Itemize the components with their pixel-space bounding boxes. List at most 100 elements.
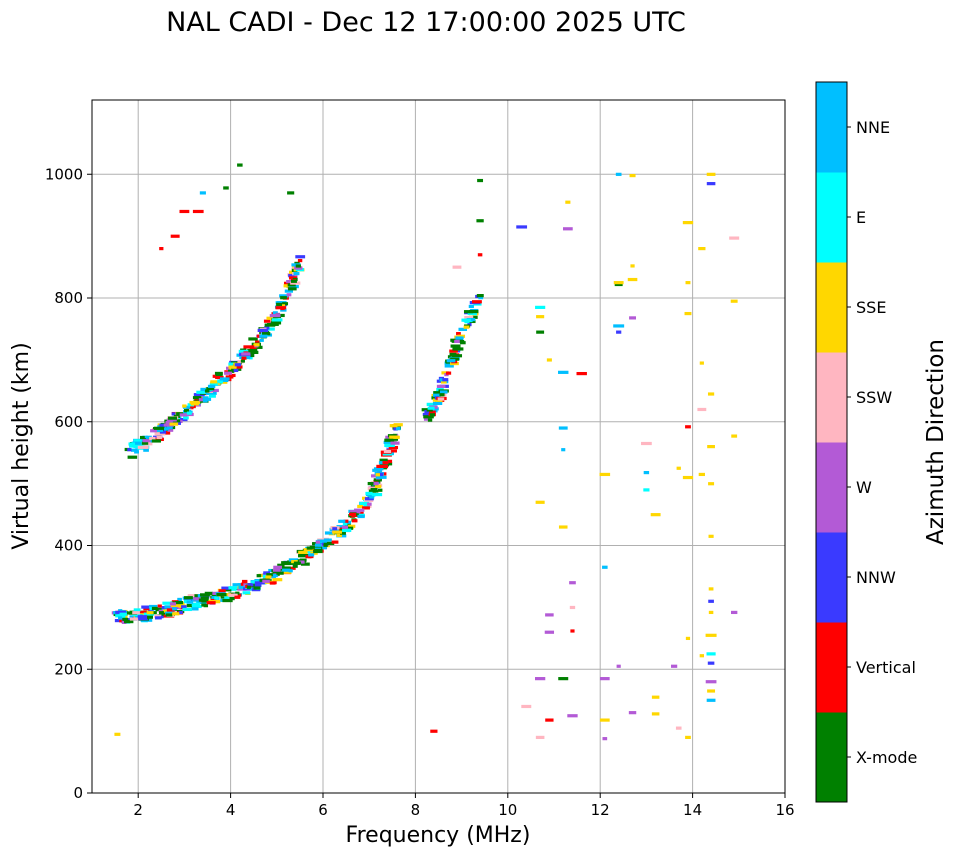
echo-point xyxy=(247,350,259,355)
echo-point xyxy=(262,572,270,577)
echo-point xyxy=(707,445,715,449)
echo-point xyxy=(258,573,265,577)
echo-point xyxy=(154,432,166,436)
echo-point xyxy=(386,449,397,453)
echo-point xyxy=(536,315,545,319)
echo-point xyxy=(393,423,403,427)
echo-point xyxy=(685,281,691,285)
echo-point xyxy=(264,326,270,330)
echo-point xyxy=(167,416,178,420)
echo-point xyxy=(177,597,182,602)
echo-point xyxy=(290,281,301,285)
echo-point xyxy=(166,425,173,430)
echo-point xyxy=(429,410,436,414)
echo-point xyxy=(242,591,251,595)
y-tick-label: 1000 xyxy=(45,165,83,183)
echo-point xyxy=(172,612,180,616)
echo-point xyxy=(310,551,318,555)
echo-point xyxy=(432,393,441,397)
echo-point xyxy=(238,585,246,589)
echo-point xyxy=(388,445,399,450)
echo-point xyxy=(207,388,219,393)
echo-point xyxy=(338,519,346,523)
echo-point xyxy=(183,409,189,413)
echo-point xyxy=(569,581,576,585)
echo-point xyxy=(145,435,152,439)
y-tick-label: 0 xyxy=(73,784,83,802)
echo-point xyxy=(706,182,716,186)
echo-point xyxy=(253,343,260,347)
echo-point xyxy=(385,462,393,466)
echo-point xyxy=(449,352,457,356)
echo-point xyxy=(298,550,308,554)
echo-point xyxy=(455,336,464,340)
echo-point xyxy=(342,528,352,533)
echo-point xyxy=(309,545,319,549)
echo-point xyxy=(165,611,175,615)
echo-point xyxy=(466,317,476,322)
echo-point xyxy=(134,450,139,454)
echo-point xyxy=(114,618,123,623)
echo-point xyxy=(432,407,439,411)
echo-point xyxy=(343,519,349,523)
echo-point xyxy=(299,558,307,562)
echo-point xyxy=(237,587,247,591)
echo-point xyxy=(155,608,162,612)
echo-point xyxy=(286,279,292,284)
echo-point xyxy=(158,607,166,611)
echo-point xyxy=(376,464,388,469)
echo-point xyxy=(344,526,354,530)
echo-point xyxy=(237,360,244,364)
echo-point xyxy=(190,404,196,409)
echo-point xyxy=(708,482,715,486)
y-axis-ticks: 0 200 400 600 800 1000 xyxy=(45,165,92,802)
echo-point xyxy=(136,610,147,614)
echo-point xyxy=(708,587,714,591)
echo-point xyxy=(182,404,187,408)
echo-point xyxy=(255,340,260,344)
echo-point xyxy=(118,616,123,620)
echo-point xyxy=(432,401,443,406)
echo-point xyxy=(362,496,367,500)
echo-point xyxy=(430,729,438,733)
echo-point xyxy=(286,293,292,297)
x-tick-label: 16 xyxy=(775,801,794,819)
echo-point xyxy=(562,227,573,231)
echo-point xyxy=(240,582,245,586)
echo-point xyxy=(182,405,192,409)
echo-point xyxy=(199,191,206,195)
x-tick-label: 12 xyxy=(591,801,610,819)
echo-point xyxy=(227,369,235,373)
echo-point xyxy=(445,371,452,375)
echo-point xyxy=(731,434,738,438)
colorbar-label: W xyxy=(856,478,872,497)
colorbar-swatch xyxy=(816,352,847,443)
echo-point xyxy=(698,247,706,251)
echo-point xyxy=(685,636,691,641)
echo-point xyxy=(254,583,262,588)
echo-point xyxy=(266,573,275,577)
echo-point xyxy=(536,330,545,334)
echo-point xyxy=(172,607,177,611)
echo-point xyxy=(272,573,278,578)
echo-point xyxy=(705,680,717,684)
echo-point xyxy=(442,378,449,382)
colorbar-swatch xyxy=(816,622,847,713)
echo-point xyxy=(234,595,241,599)
echo-point xyxy=(463,310,474,314)
echo-point xyxy=(192,396,202,400)
echo-point xyxy=(439,393,445,397)
echo-point xyxy=(379,458,388,462)
colorbar-title: Azimuth Direction xyxy=(923,339,949,545)
echo-point xyxy=(231,587,237,591)
echo-point xyxy=(433,391,439,395)
echo-point xyxy=(650,513,661,517)
echo-point xyxy=(166,418,177,422)
echo-point xyxy=(198,398,207,402)
echo-point xyxy=(569,605,576,610)
colorbar-swatch xyxy=(816,82,847,173)
echo-point xyxy=(218,380,223,384)
x-axis-label: Frequency (MHz) xyxy=(346,823,531,848)
echo-point xyxy=(447,355,454,359)
echo-point xyxy=(283,570,292,574)
